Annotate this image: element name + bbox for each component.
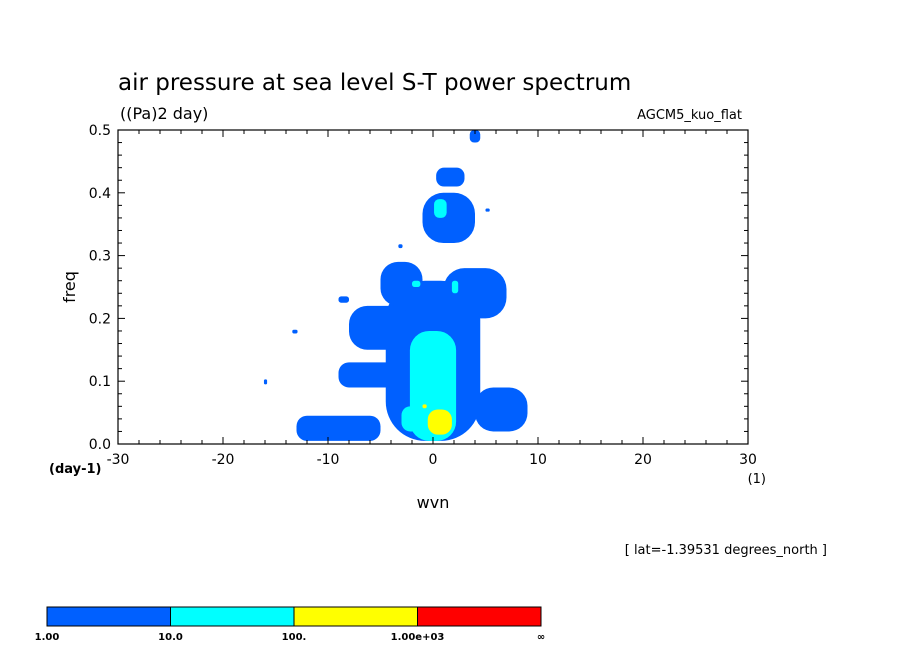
heatmap-regions (263, 130, 528, 441)
heatmap-region-level-1 (412, 280, 421, 287)
colorbar-box (417, 606, 542, 627)
heatmap-region-level-0 (296, 415, 381, 441)
heatmap-region-level-0 (475, 387, 528, 432)
heatmap-region-level-1 (401, 406, 423, 432)
axis-ticks (117, 129, 749, 445)
heatmap-region-level-0 (398, 244, 403, 249)
heatmap-region-level-0 (349, 305, 412, 350)
heatmap-region-level-2 (427, 409, 452, 435)
colorbar: 1.00 10.0 100. 1.00e+03 ∞ (35, 606, 546, 643)
heatmap-region-level-0 (485, 208, 490, 212)
heatmap-region-level-2 (422, 404, 427, 409)
heatmap-region-level-0 (469, 130, 481, 143)
heatmap-region-level-1 (434, 199, 447, 218)
colorbar-labels: 1.00 10.0 100. 1.00e+03 ∞ (35, 632, 546, 643)
colorbar-box (170, 606, 295, 627)
plot-area: -30 -20 -10 0 10 20 30 0.0 0.1 0.2 0.3 0.4 0.5 (89, 123, 757, 468)
colorbar-box (46, 606, 171, 627)
heatmap-region-level-0 (436, 167, 465, 187)
x-tick-label: -10 (317, 452, 340, 468)
heatmap-region-level-0 (443, 268, 507, 319)
x-tick-label: 20 (634, 452, 652, 468)
x-tick-label: -20 (212, 452, 235, 468)
heatmap-region-level-0 (263, 379, 268, 385)
colorbar-label: 1.00 (35, 632, 60, 643)
y-tick-label: 0.2 (89, 311, 111, 327)
heatmap-region-level-0 (380, 261, 423, 306)
colorbar-label: ∞ (537, 632, 545, 643)
heatmap-region-level-0 (338, 296, 349, 303)
heatmap-region-level-0 (292, 329, 298, 334)
colorbar-label: 10.0 (158, 632, 183, 643)
y-tick-label: 0.1 (89, 374, 111, 390)
x-tick-label: 0 (429, 452, 438, 468)
heatmap-region-level-0 (422, 192, 475, 244)
latitude-annotation: [ lat=-1.39531 degrees_north ] (625, 543, 827, 558)
axis-tick-labels: -30 -20 -10 0 10 20 30 0.0 0.1 0.2 0.3 0.4 0.5 (89, 123, 757, 468)
y-tick-label: 0.3 (89, 249, 111, 265)
colorbar-boxes (46, 606, 542, 627)
colorbar-label: 100. (282, 632, 307, 643)
model-label: AGCM5_kuo_flat (637, 108, 742, 123)
colorbar-label: 1.00e+03 (391, 632, 445, 643)
y-tick-label: 0.0 (89, 437, 111, 453)
y-tick-label: 0.4 (89, 186, 111, 202)
y-unit-label: (day-1) (49, 462, 101, 477)
colorbar-box (293, 606, 418, 627)
heatmap-region-level-1 (451, 280, 459, 294)
y-tick-label: 0.5 (89, 123, 111, 139)
x-tick-label: 10 (529, 452, 547, 468)
y-axis-label: freq (60, 271, 79, 303)
units-label: ((Pa)2 day) (120, 104, 208, 123)
x-tick-label: 30 (739, 452, 757, 468)
x-tick-label: -30 (107, 452, 130, 468)
x-unit-label: (1) (748, 472, 766, 487)
x-axis-label: wvn (417, 493, 450, 512)
chart-title: air pressure at sea level S-T power spec… (118, 70, 631, 96)
heatmap-region-level-0 (338, 362, 412, 388)
